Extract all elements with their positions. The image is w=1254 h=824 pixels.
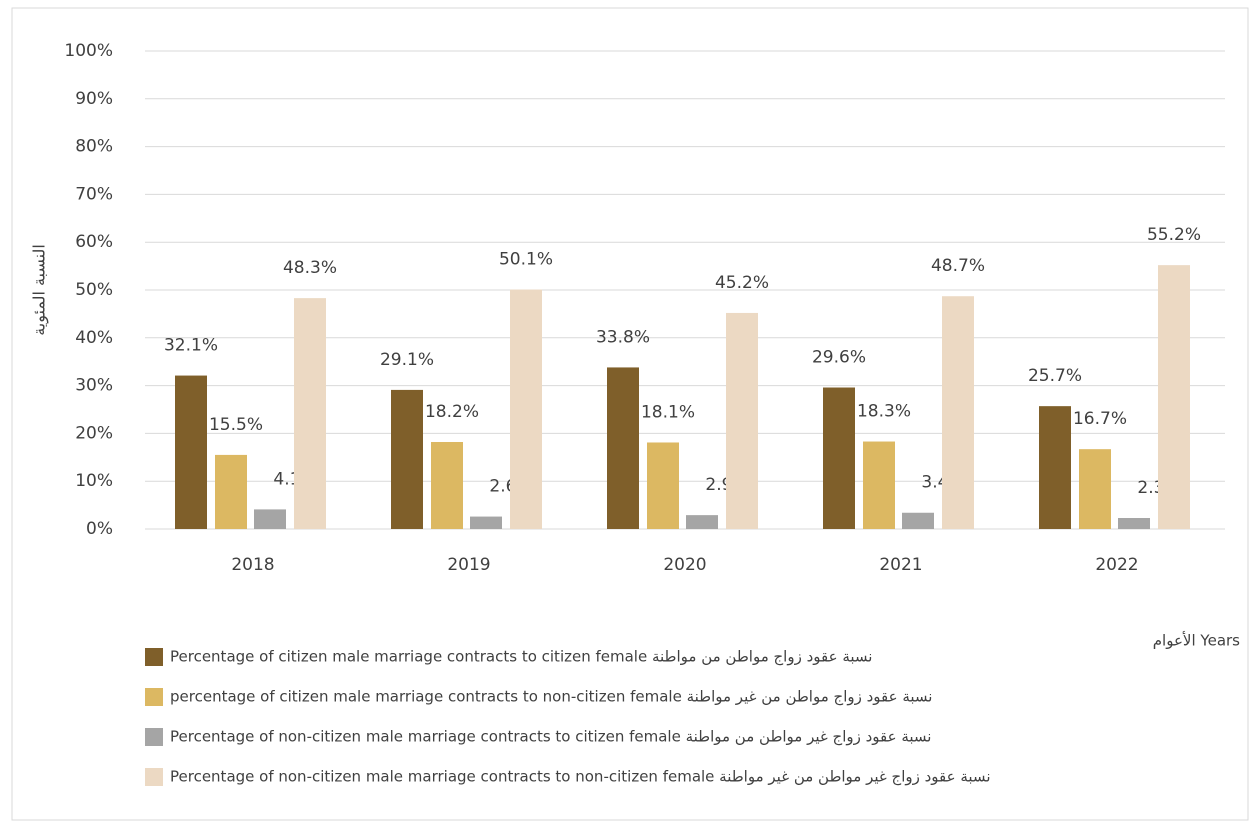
x-tick-label: 2018 [231,555,274,575]
legend-label: Percentage of non-citizen male marriage … [170,728,931,747]
bar [470,516,502,529]
bar [175,375,207,529]
bar [1118,518,1150,529]
data-label: 18.3% [857,402,911,422]
y-tick-label: 100% [64,41,113,61]
data-label: 25.7% [1028,366,1082,386]
x-tick-label: 2019 [447,555,490,575]
data-label: 48.3% [283,258,337,278]
bar [863,441,895,529]
bar [391,389,423,529]
legend-swatch [145,768,163,786]
data-label: 29.1% [380,350,434,370]
y-tick-label: 20% [75,423,113,443]
x-tick-label: 2021 [879,555,922,575]
data-label: 29.6% [812,348,866,368]
y-axis-title: النسبة المئوية [30,244,50,336]
legend-label: Percentage of non-citizen male marriage … [170,768,991,787]
y-tick-label: 60% [75,232,113,252]
bar [726,312,758,529]
bar [823,387,855,529]
data-label: 32.1% [164,336,218,356]
data-label: 45.2% [715,273,769,293]
legend-label: percentage of citizen male marriage cont… [170,688,932,707]
bar [607,367,639,529]
y-tick-label: 0% [86,519,113,539]
bar [294,298,326,529]
x-tick-label: 2020 [663,555,706,575]
legend-swatch [145,688,163,706]
data-label: 50.1% [499,250,553,270]
bar [942,296,974,529]
bar [510,289,542,529]
bar [902,512,934,529]
bar [431,442,463,529]
y-tick-label: 40% [75,328,113,348]
data-label: 15.5% [209,415,263,435]
bar [215,454,247,529]
legend-label: Percentage of citizen male marriage cont… [170,648,872,667]
y-tick-label: 10% [75,471,113,491]
y-tick-label: 30% [75,376,113,396]
data-label: 55.2% [1147,225,1201,245]
bar [254,509,286,529]
data-label: 18.1% [641,402,695,422]
y-tick-label: 80% [75,137,113,157]
y-tick-label: 50% [75,280,113,300]
bar [686,515,718,529]
x-tick-label: 2022 [1095,555,1138,575]
legend-swatch [145,648,163,666]
bar [1039,406,1071,529]
y-tick-label: 90% [75,89,113,109]
y-tick-label: 70% [75,184,113,204]
data-label: 18.2% [425,402,479,422]
data-label: 16.7% [1073,409,1127,429]
bar [647,442,679,529]
x-axis-title: الأعوام Years [1153,631,1240,650]
data-label: 48.7% [931,256,985,276]
chart-border [11,7,1249,821]
bar [1079,449,1111,529]
bar [1158,265,1190,529]
legend-swatch [145,728,163,746]
data-label: 33.8% [596,327,650,347]
